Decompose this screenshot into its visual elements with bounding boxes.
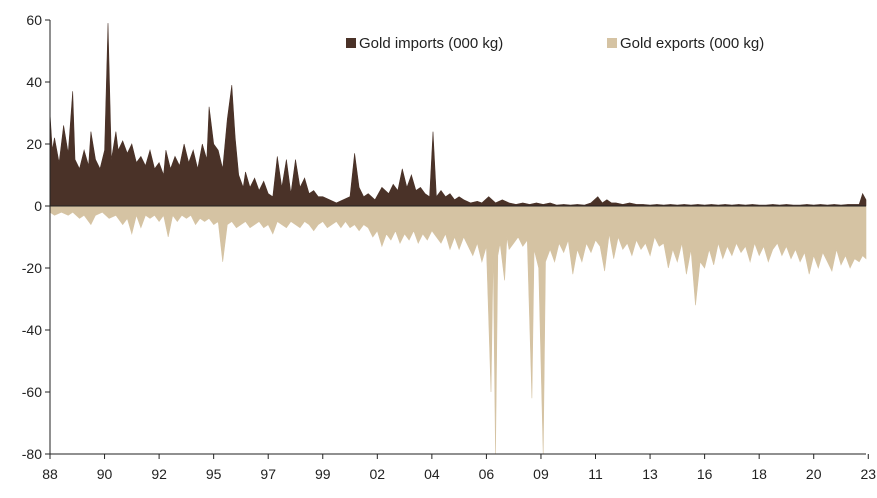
legend: Gold imports (000 kg) Gold exports (000 …: [346, 35, 764, 52]
x-tick-label: 11: [588, 466, 603, 482]
x-tick-label: 02: [370, 466, 386, 482]
x-tick-label: 23: [860, 466, 876, 482]
x-tick-label: 90: [97, 466, 113, 482]
x-tick-label: 04: [424, 466, 440, 482]
legend-swatch-imports: [346, 38, 356, 48]
x-tick-label: 88: [42, 466, 58, 482]
y-tick-label: -40: [22, 322, 42, 338]
y-tick-group: 60 40 20 0 -20 -40 -60 -80: [22, 12, 50, 462]
x-tick-label: 99: [315, 466, 331, 482]
x-tick-group: 88 90 92 95 97 99 02 04 06 09 11 13 16 18 20 23: [42, 454, 876, 482]
x-tick-label: 20: [806, 466, 822, 482]
y-tick-label: 0: [34, 198, 42, 214]
y-tick-label: 40: [26, 74, 42, 90]
legend-label-imports: Gold imports (000 kg): [359, 35, 503, 52]
legend-label-exports: Gold exports (000 kg): [620, 35, 764, 52]
x-tick-label: 92: [151, 466, 167, 482]
y-tick-label: -60: [22, 384, 42, 400]
exports-area: [49, 205, 867, 455]
x-tick-label: 95: [206, 466, 222, 482]
imports-area: [49, 23, 867, 207]
y-tick-label: -20: [22, 260, 42, 276]
x-tick-label: 97: [260, 466, 276, 482]
y-tick-label: 20: [26, 136, 42, 152]
x-tick-label: 09: [533, 466, 549, 482]
y-tick-label: -80: [22, 446, 42, 462]
x-tick-label: 13: [642, 466, 658, 482]
axes-group: [49, 20, 866, 455]
legend-swatch-exports: [607, 38, 617, 48]
x-tick-label: 18: [751, 466, 767, 482]
y-tick-label: 60: [26, 12, 42, 28]
area-series-group: [49, 23, 867, 455]
x-tick-label: 16: [697, 466, 713, 482]
x-tick-label: 06: [479, 466, 495, 482]
